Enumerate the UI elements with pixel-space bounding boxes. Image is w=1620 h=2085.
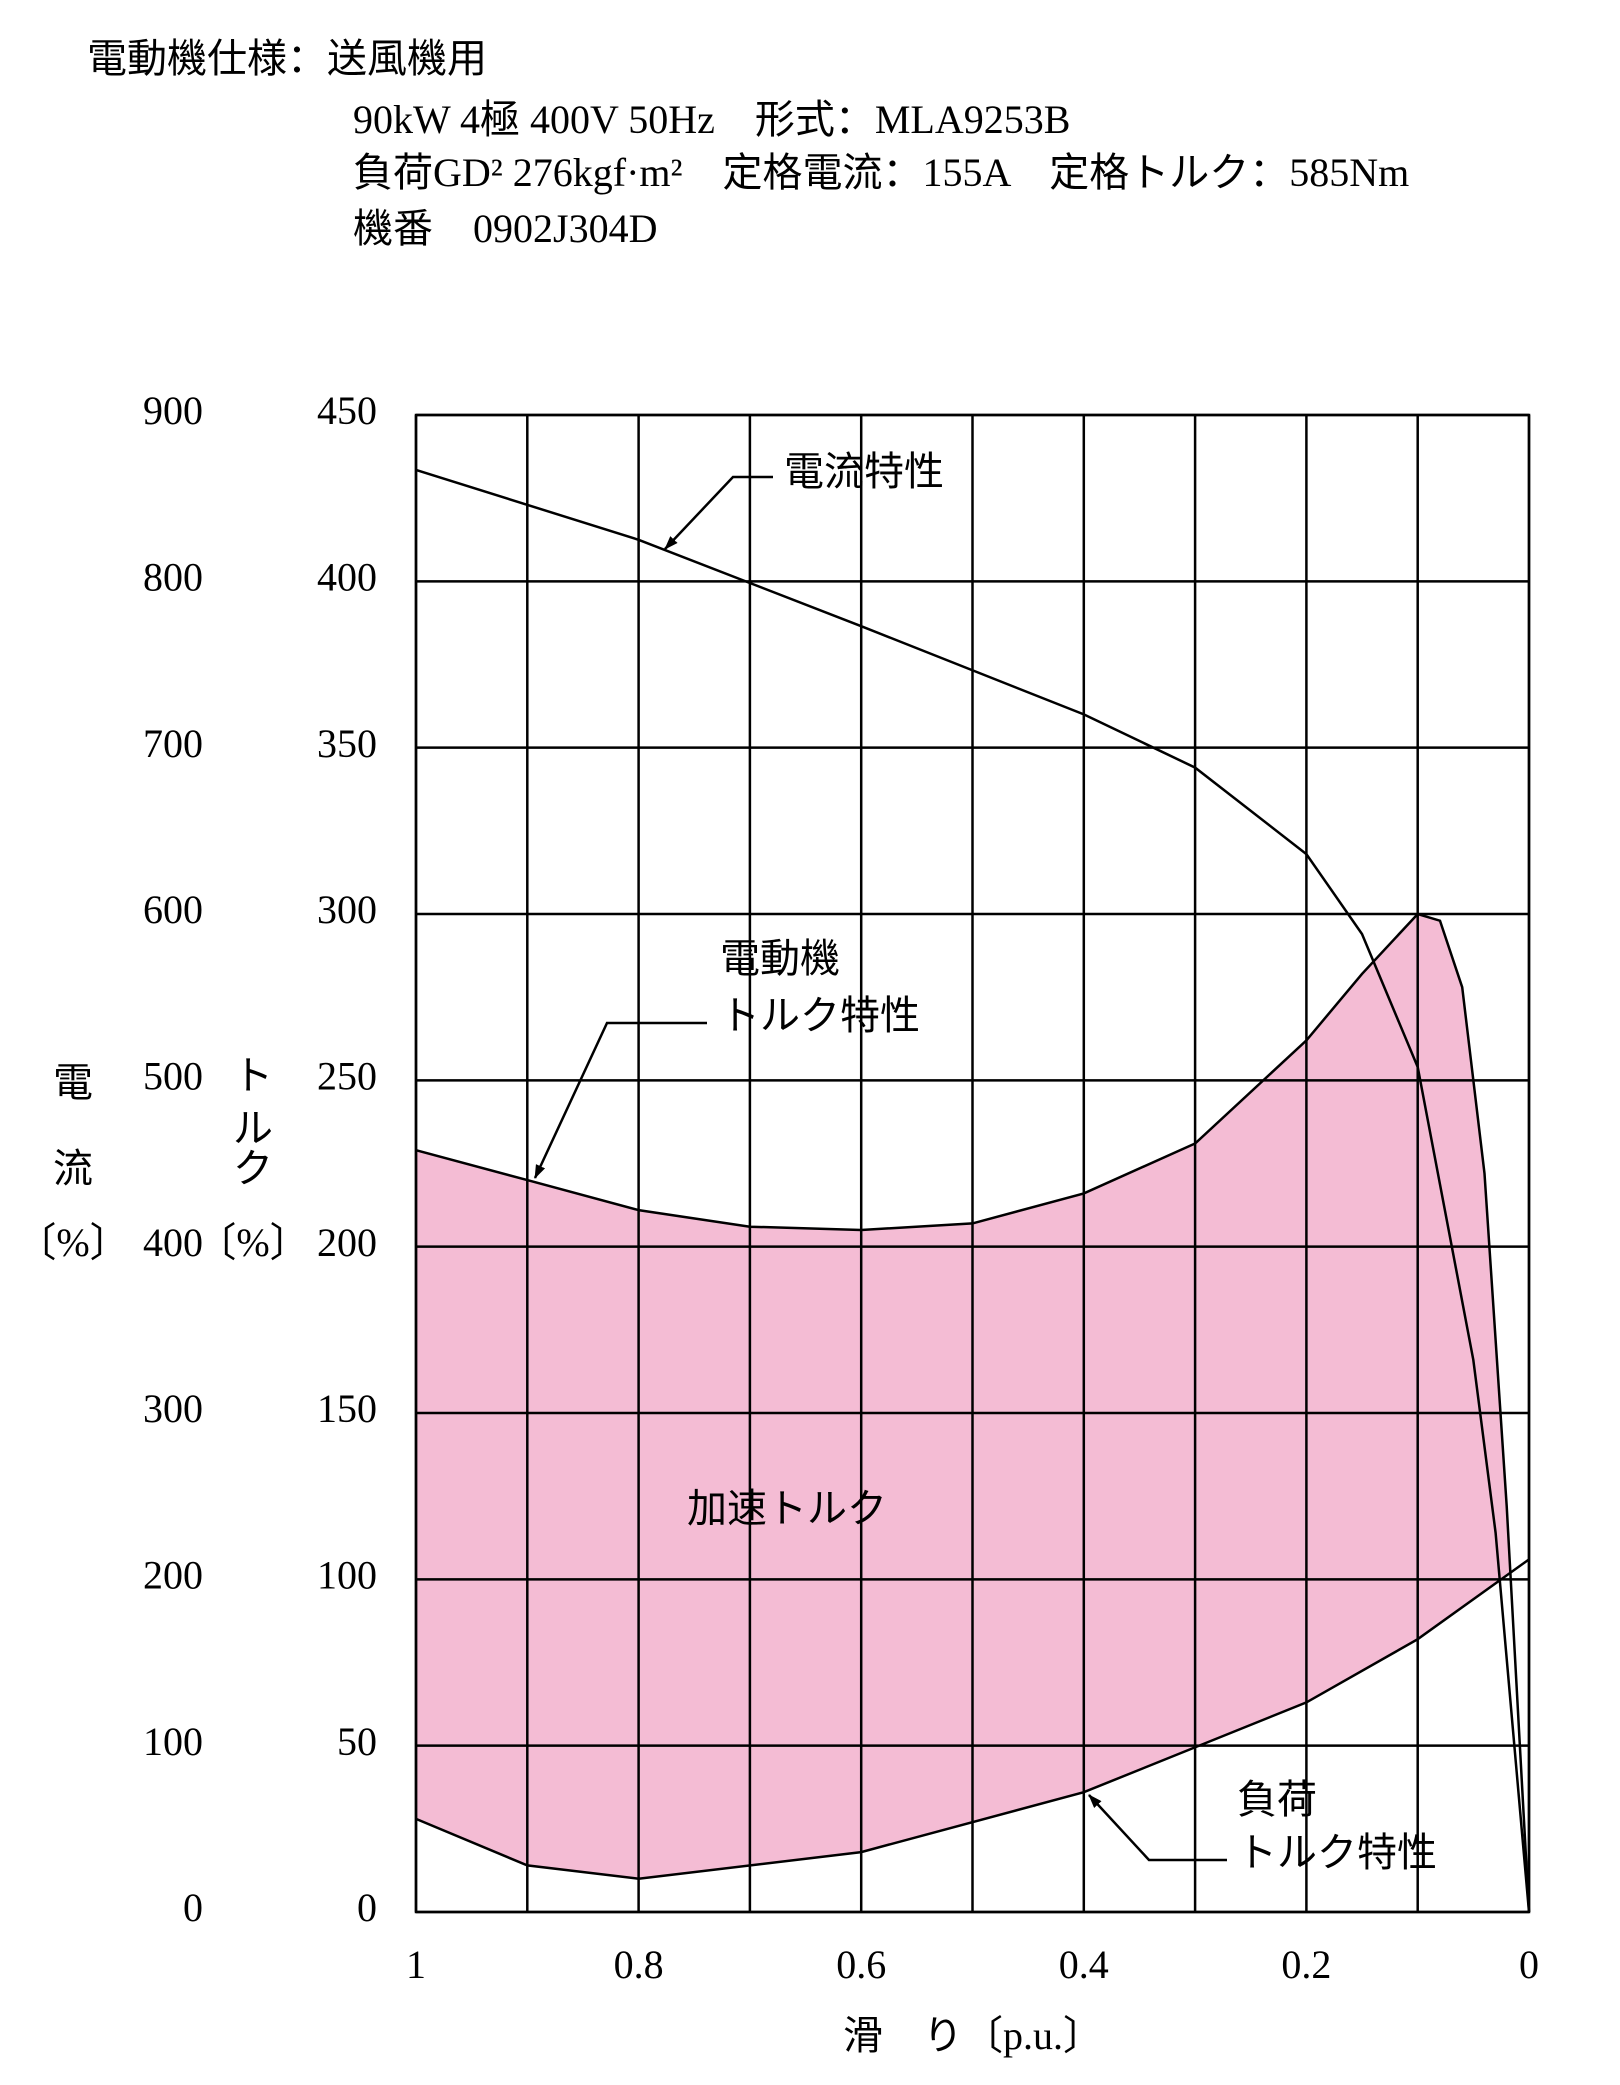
y2-axis-label: 〔%〕 bbox=[16, 1220, 129, 1265]
y-axis-label: ル bbox=[233, 1106, 273, 1151]
plot-border bbox=[414, 413, 1531, 1914]
x-tick-label: 0.8 bbox=[614, 1942, 664, 1987]
header-line: 負荷GD² 276kgf·m² 定格電流：155A 定格トルク：585Nm bbox=[353, 150, 1409, 195]
x-tick-label: 0 bbox=[1519, 1942, 1539, 1987]
y2-tick-label: 900 bbox=[143, 388, 203, 433]
y2-tick-label: 600 bbox=[143, 887, 203, 932]
x-tick-label: 1 bbox=[406, 1942, 426, 1987]
curve-label: 電流特性 bbox=[784, 449, 944, 494]
curve-label: 電動機 bbox=[720, 936, 840, 981]
header-line: 90kW 4極 400V 50Hz 形式：MLA9253B bbox=[353, 97, 1070, 142]
y2-tick-label: 500 bbox=[143, 1054, 203, 1099]
y-axis-label: ト bbox=[233, 1053, 273, 1098]
annotation-arrow bbox=[664, 475, 773, 550]
curve bbox=[415, 912, 1531, 1913]
y-tick-label: 0 bbox=[357, 1885, 377, 1930]
y2-tick-label: 400 bbox=[143, 1220, 203, 1265]
accel-area bbox=[416, 914, 1511, 1879]
fill-layer bbox=[416, 914, 1511, 1879]
y-tick-label: 450 bbox=[317, 388, 377, 433]
annotation-arrow bbox=[1088, 1794, 1227, 1862]
y2-tick-label: 300 bbox=[143, 1386, 203, 1431]
y2-tick-label: 100 bbox=[143, 1719, 203, 1764]
curve-label: 負荷 bbox=[1237, 1777, 1317, 1822]
y-tick-label: 50 bbox=[337, 1719, 377, 1764]
curve-label: トルク特性 bbox=[720, 993, 920, 1038]
y2-tick-label: 800 bbox=[143, 555, 203, 600]
x-tick-label: 0.6 bbox=[836, 1942, 886, 1987]
annotation-arrow bbox=[533, 1021, 707, 1179]
y-tick-label: 100 bbox=[317, 1553, 377, 1598]
y-tick-label: 400 bbox=[317, 555, 377, 600]
curve bbox=[415, 1558, 1530, 1880]
header-line: 機番 0902J304D bbox=[353, 206, 657, 251]
area-label: 加速トルク bbox=[687, 1486, 887, 1531]
x-tick-label: 0.2 bbox=[1281, 1942, 1331, 1987]
y2-axis-label: 流 bbox=[53, 1146, 93, 1191]
y-axis-label: ク bbox=[233, 1146, 273, 1191]
y2-tick-label: 200 bbox=[143, 1553, 203, 1598]
grid-layer bbox=[414, 413, 1531, 1914]
y-tick-label: 200 bbox=[317, 1220, 377, 1265]
y2-tick-label: 0 bbox=[183, 1885, 203, 1930]
curve-label: トルク特性 bbox=[1237, 1830, 1437, 1875]
x-tick-label: 0.4 bbox=[1059, 1942, 1109, 1987]
y-tick-label: 350 bbox=[317, 721, 377, 766]
y-tick-label: 150 bbox=[317, 1386, 377, 1431]
y-tick-label: 250 bbox=[317, 1054, 377, 1099]
curve bbox=[415, 468, 1531, 1913]
header-line: 電動機仕様：送風機用 bbox=[87, 36, 487, 81]
y2-axis-label: 電 bbox=[53, 1060, 93, 1105]
y-tick-label: 300 bbox=[317, 887, 377, 932]
y2-tick-label: 700 bbox=[143, 721, 203, 766]
curve-layer bbox=[415, 468, 1531, 1913]
y-axis-label: 〔%〕 bbox=[196, 1220, 309, 1265]
x-axis-label: 滑 り〔p.u.〕 bbox=[843, 2013, 1103, 2058]
